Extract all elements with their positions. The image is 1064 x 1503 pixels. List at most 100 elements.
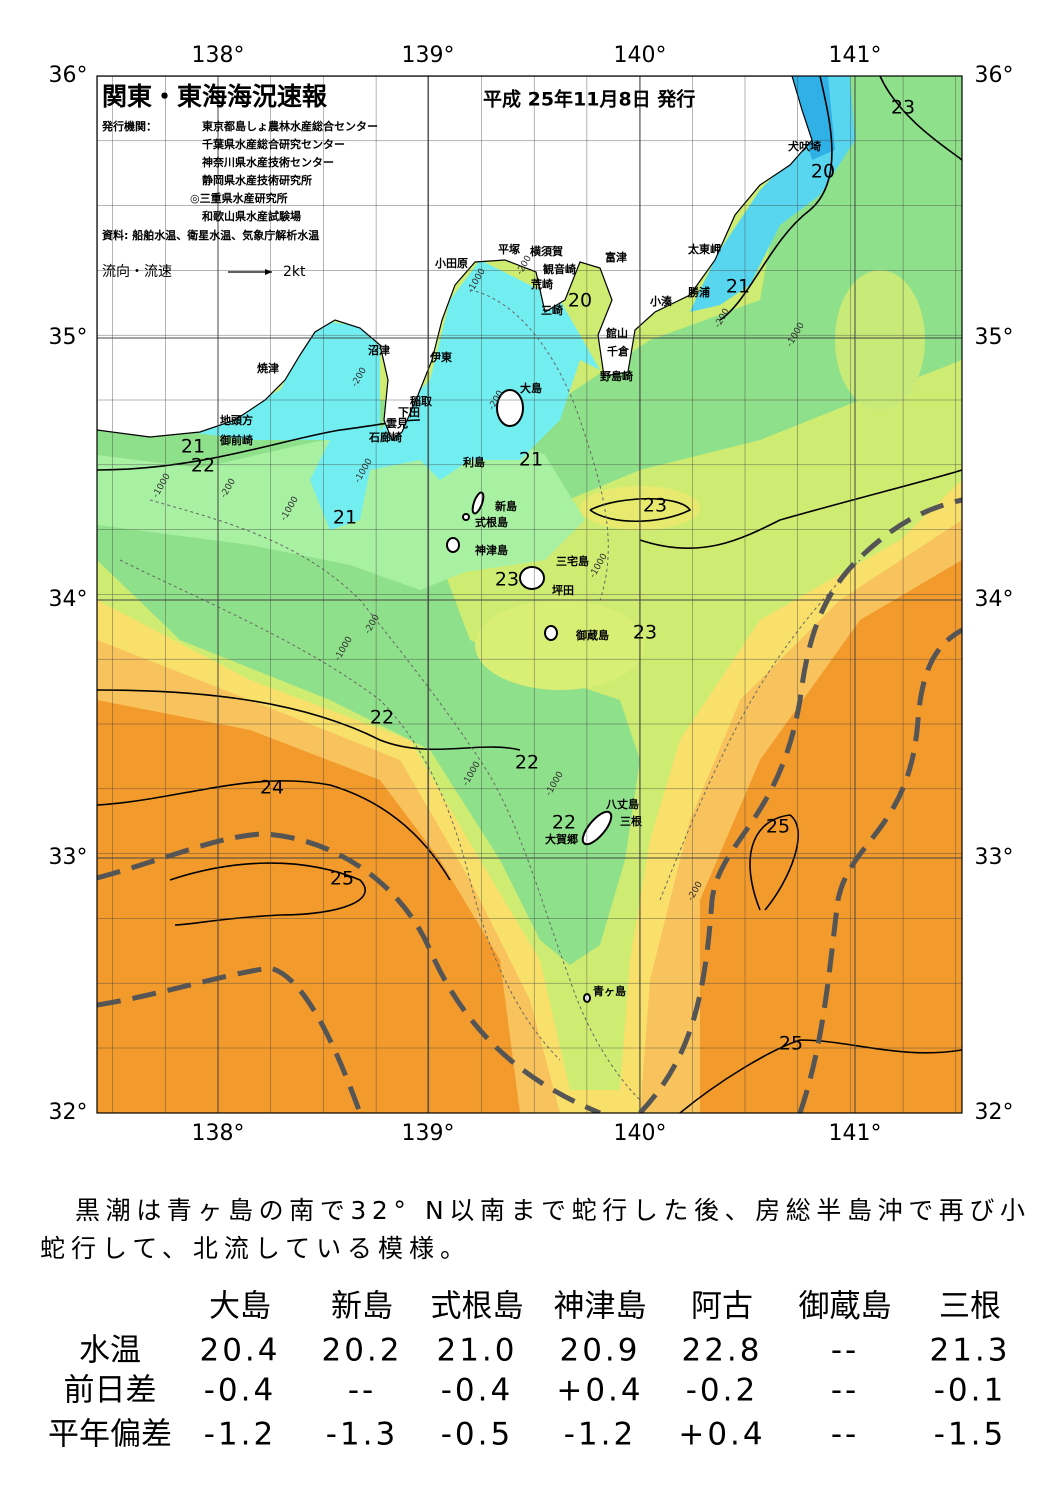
isotherm <box>679 1039 962 1113</box>
place-name: 館山 <box>605 326 628 340</box>
place-name: 雲見 <box>386 417 408 430</box>
summary-line: 黒潮は青ヶ島の南で32° N以南まで蛇行した後、房総半島沖で再び小 <box>75 1196 1025 1225</box>
place-name: 大賀郷 <box>545 832 578 846</box>
island <box>544 625 558 641</box>
island <box>471 491 485 515</box>
flow-label: 流向・流速 <box>102 264 172 280</box>
isotherm-label: 22 <box>191 455 215 477</box>
summary-line: 蛇行して、北流している模様。 <box>40 1234 465 1263</box>
place-name: 石廊崎 <box>368 430 402 444</box>
sst-band <box>97 260 600 530</box>
place-name: 観音崎 <box>543 262 576 276</box>
lon-label: 141° <box>829 1121 882 1146</box>
place-name: 地頭方 <box>220 413 253 427</box>
place-name: 新島 <box>495 499 517 513</box>
lon-label: 139° <box>402 43 455 68</box>
kuroshio-axis <box>97 497 962 1113</box>
table-cell: 21.3 <box>929 1333 1010 1369</box>
row-label: 水温 <box>79 1333 141 1369</box>
isotherm-label: 25 <box>766 816 790 838</box>
table-cell: 21.0 <box>436 1333 517 1369</box>
table-cell: -0.1 <box>934 1373 1007 1409</box>
isotherm-label: 23 <box>891 97 915 119</box>
place-name: 式根島 <box>475 515 508 529</box>
isotherm <box>169 862 366 926</box>
lat-label: 32° <box>49 1100 88 1125</box>
place-name: 利島 <box>463 455 485 469</box>
isotherm-label: 21 <box>726 276 750 298</box>
lat-label: 34° <box>49 587 88 612</box>
lat-label: 36° <box>975 63 1014 88</box>
land <box>97 76 813 441</box>
depth-contour <box>149 499 641 1101</box>
isotherm <box>97 780 451 881</box>
isotherm <box>749 814 799 911</box>
publisher-label: 発行機関： <box>101 119 157 133</box>
isotherm-label: 22 <box>515 752 539 774</box>
place-name: 太東岬 <box>687 242 721 256</box>
lon-label: 138° <box>192 1121 245 1146</box>
place-name: 八丈島 <box>605 797 639 811</box>
islands <box>446 389 613 1003</box>
depth-contour <box>119 559 561 1061</box>
table-cell: +0.4 <box>678 1417 765 1453</box>
lon-label: 140° <box>614 43 667 68</box>
kuroshio-line <box>97 831 601 1113</box>
lon-label: 138° <box>192 43 245 68</box>
place-name: 伊東 <box>429 350 453 364</box>
place-name: 勝浦 <box>688 285 710 299</box>
lat-label: 33° <box>975 845 1014 870</box>
isotherm-label: 23 <box>633 622 657 644</box>
publisher: 千葉県水産総合研究センター <box>202 137 345 151</box>
map-frame <box>96 75 963 1114</box>
table-header: 神津島 <box>554 1289 647 1325</box>
isotherm-label: 23 <box>643 495 667 517</box>
title: 関東・東海海況速報 <box>102 82 328 111</box>
publisher: 静岡県水産技術研究所 <box>202 173 312 187</box>
flow-scale: 2kt <box>283 264 306 280</box>
place-name: 犬吠埼 <box>788 139 821 153</box>
lat-label: 35° <box>975 325 1014 350</box>
place-name: 小湊 <box>649 294 672 308</box>
isotherm-label: 20 <box>568 290 592 312</box>
place-name: 三崎 <box>541 303 563 317</box>
lat-label: 36° <box>49 63 88 88</box>
place-name: 横須賀 <box>530 244 563 258</box>
place-name: 三宅島 <box>556 554 589 568</box>
table-cell: -0.4 <box>204 1373 277 1409</box>
issue-date: 平成 25年11月8日 発行 <box>483 88 695 111</box>
flow-scale-arrowhead <box>265 269 272 275</box>
sst-patch <box>835 270 925 410</box>
lat-label: 32° <box>975 1100 1014 1125</box>
lon-label: 140° <box>614 1121 667 1146</box>
publisher: 東京都島しょ農林水産総合センター <box>202 119 378 133</box>
table-cell: -1.2 <box>564 1417 637 1453</box>
kuroshio-line <box>638 497 962 1113</box>
island <box>581 810 613 846</box>
table-header: 大島 <box>209 1289 271 1325</box>
table-header: 御蔵島 <box>799 1289 892 1325</box>
lon-label: 141° <box>829 43 882 68</box>
row-label: 前日差 <box>64 1373 157 1409</box>
isotherm-label: 20 <box>811 161 835 183</box>
place-name: 神津島 <box>475 543 508 557</box>
table-cell: -1.3 <box>326 1417 399 1453</box>
table-cell: -- <box>831 1373 859 1409</box>
lon-label: 139° <box>402 1121 455 1146</box>
table-cell: -- <box>831 1333 859 1369</box>
isotherm-label: 21 <box>181 436 205 458</box>
isotherm-label: 22 <box>370 707 394 729</box>
table-cell: -- <box>348 1373 376 1409</box>
publisher: 和歌山県水産試験場 <box>202 209 301 223</box>
island <box>462 513 470 521</box>
table-cell: 20.4 <box>199 1333 280 1369</box>
table-cell: 20.2 <box>321 1333 402 1369</box>
island <box>519 566 545 590</box>
isotherm <box>879 76 962 161</box>
table-cell: +0.4 <box>556 1373 643 1409</box>
annotations: 138° 138° 139° 139° 140° 140° 141° 141° 36° 36° 35… <box>40 43 1025 1453</box>
depth-contours <box>119 289 861 1101</box>
table-cell: -0.2 <box>686 1373 759 1409</box>
table-cell: -1.2 <box>204 1417 277 1453</box>
